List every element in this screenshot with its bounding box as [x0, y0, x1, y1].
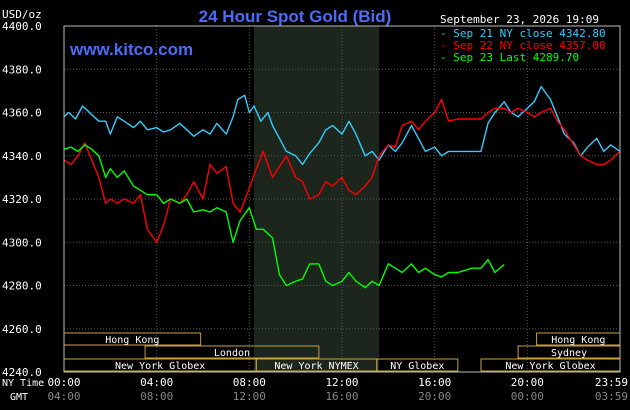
x-tick-label-gmt: 00:00 — [511, 390, 544, 403]
gmt-label: GMT — [10, 392, 28, 403]
session-bar — [144, 345, 320, 359]
y-tick-label: 4400.0 — [2, 20, 42, 33]
plot-border — [63, 25, 621, 373]
session-label: NY Globex — [390, 361, 444, 372]
session-label: New York NYMEX — [274, 361, 358, 372]
watermark: www.kitco.com — [69, 40, 193, 59]
x-tick-label-ny: 23:59 — [595, 376, 628, 389]
x-tick-label-ny: 16:00 — [418, 376, 451, 389]
session-bar — [376, 358, 459, 372]
series-line-3 — [63, 144, 505, 289]
y-tick-label: 4260.0 — [2, 323, 42, 336]
x-tick-label-gmt: 12:00 — [233, 390, 266, 403]
y-tick-label: 4300.0 — [2, 236, 42, 249]
session-label: New York Globex — [505, 361, 595, 372]
legend: - Sep 21 NY close 4342.80- Sep 22 NY clo… — [440, 27, 606, 64]
y-tick-label: 4280.0 — [2, 280, 42, 293]
x-tick-label-gmt: 16:00 — [325, 390, 358, 403]
x-tick-label-ny: 04:00 — [140, 376, 173, 389]
session-label: Hong Kong — [551, 335, 605, 346]
chart-title: 24 Hour Spot Gold (Bid) — [199, 7, 392, 26]
x-tick-label-ny: 08:00 — [233, 376, 266, 389]
y-tick-label: 4380.0 — [2, 63, 42, 76]
y-tick-label: 4360.0 — [2, 107, 42, 120]
y-tick-label: 4240.0 — [2, 366, 42, 379]
session-label: New York Globex — [115, 361, 205, 372]
session-label: London — [214, 348, 250, 359]
legend-entry: - Sep 22 NY close 4357.00 — [440, 39, 606, 52]
timestamp: September 23, 2026 19:09 — [440, 13, 599, 26]
x-tick-label-gmt: 03:59 — [595, 390, 628, 403]
legend-entry: - Sep 23 Last 4289.70 — [440, 51, 579, 64]
y-tick-label: 4320.0 — [2, 193, 42, 206]
x-tick-label-ny: 20:00 — [511, 376, 544, 389]
y-unit-label: USD/oz — [2, 8, 42, 21]
session-label: Hong Kong — [105, 335, 159, 346]
x-tick-label-gmt: 20:00 — [418, 390, 451, 403]
x-tick-label-ny: 12:00 — [325, 376, 358, 389]
legend-entry: - Sep 21 NY close 4342.80 — [440, 27, 606, 40]
series-line-1 — [63, 85, 621, 166]
session-label: Sydney — [551, 348, 587, 359]
series-line-2 — [63, 98, 621, 244]
ny-time-label: NY Time — [2, 378, 44, 389]
x-tick-label-gmt: 08:00 — [140, 390, 173, 403]
x-tick-label-gmt: 04:00 — [47, 390, 80, 403]
x-tick-label-ny: 00:00 — [47, 376, 80, 389]
y-tick-label: 4340.0 — [2, 150, 42, 163]
